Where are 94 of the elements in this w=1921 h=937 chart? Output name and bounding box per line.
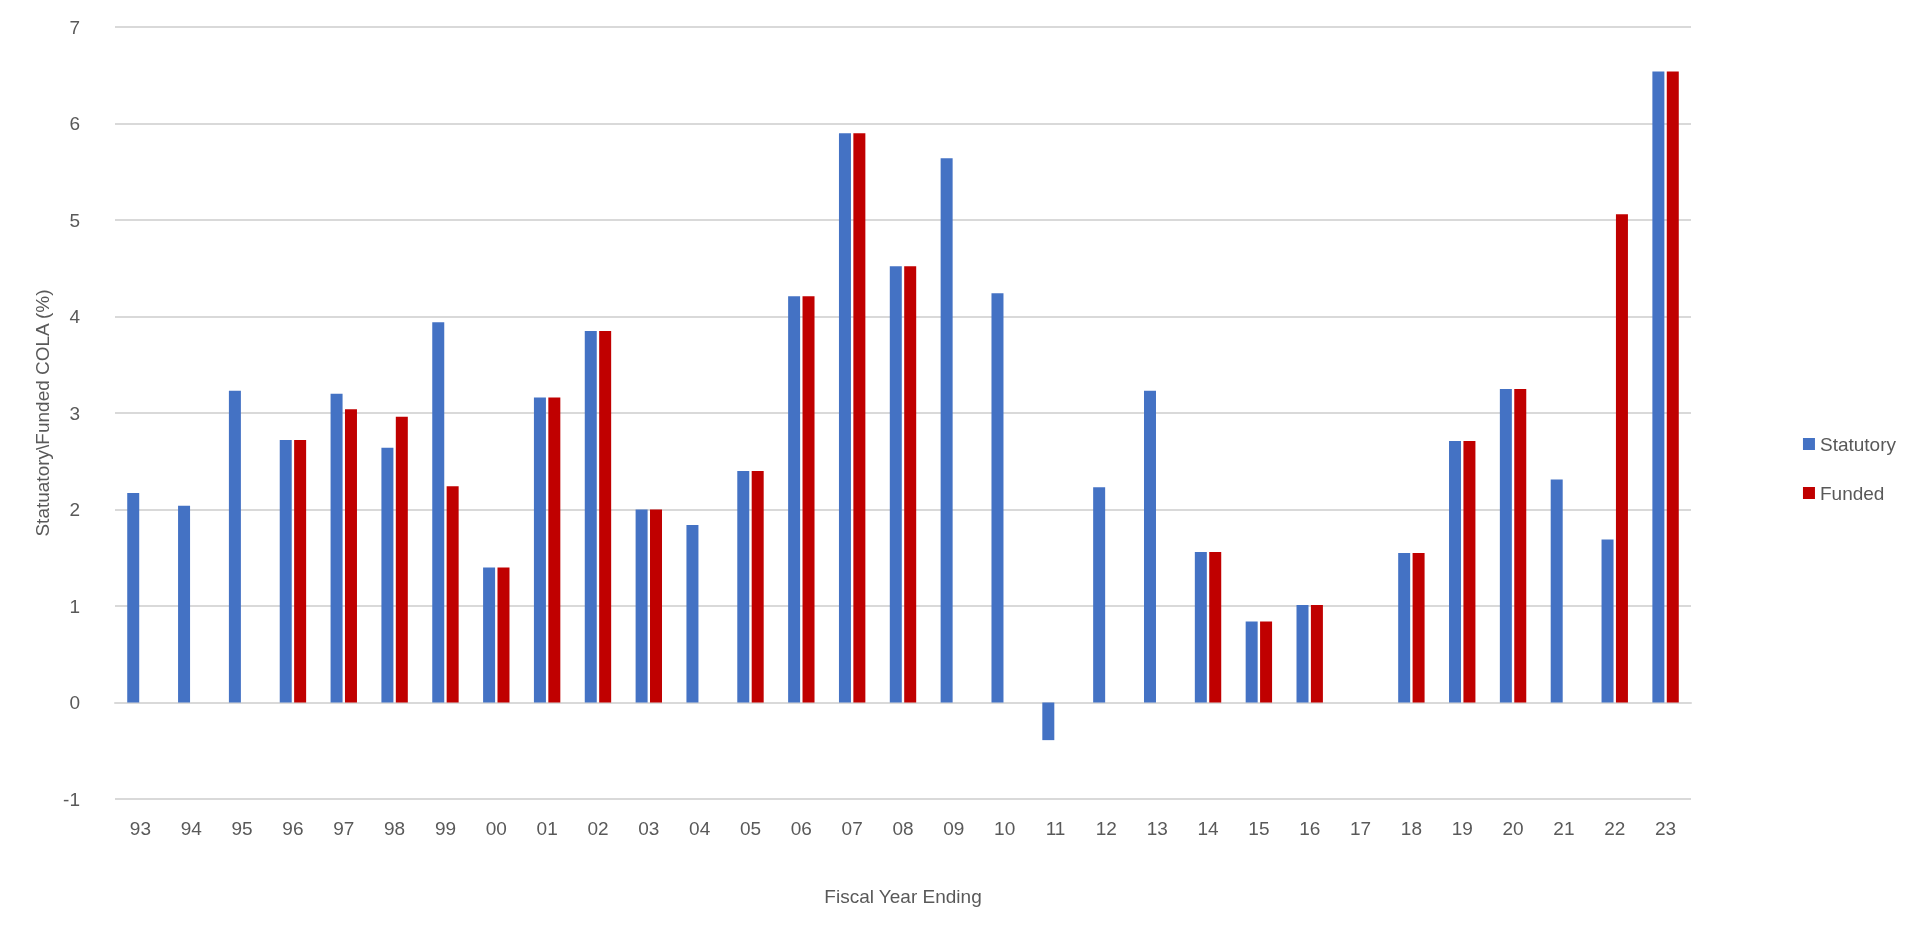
- bar: [1550, 479, 1563, 703]
- bar: [381, 447, 394, 703]
- bar: [686, 524, 699, 703]
- bar: [751, 470, 764, 703]
- x-tick-label: 21: [1553, 818, 1575, 839]
- x-tick-label: 09: [943, 818, 965, 839]
- bar: [344, 409, 357, 703]
- bar: [1449, 440, 1462, 703]
- x-tick-label: 16: [1299, 818, 1321, 839]
- bar: [1412, 552, 1425, 703]
- x-tick-label: 00: [485, 818, 507, 839]
- y-tick-label: -1: [63, 788, 80, 810]
- bar: [737, 470, 750, 703]
- y-tick-label: 1: [69, 595, 80, 617]
- bar: [533, 397, 546, 703]
- y-axis-title: Statuatory\Funded COLA (%): [32, 289, 54, 537]
- x-tick-label: 23: [1655, 818, 1677, 839]
- x-tick-label: 19: [1451, 818, 1473, 839]
- x-tick-label: 15: [1248, 818, 1270, 839]
- bar: [991, 293, 1004, 703]
- bar: [432, 322, 445, 703]
- x-tick-label: 05: [739, 818, 762, 839]
- y-tick-label: 3: [69, 402, 80, 424]
- x-tick-label: 18: [1400, 818, 1422, 839]
- bar: [1652, 71, 1665, 703]
- x-tick-label: 01: [536, 818, 558, 839]
- x-tick-label: 96: [282, 818, 304, 839]
- bar: [548, 397, 561, 703]
- bar: [1245, 621, 1258, 703]
- bar: [1042, 702, 1055, 741]
- bar: [599, 330, 612, 703]
- x-tick-label: 03: [638, 818, 660, 839]
- bar: [1514, 388, 1527, 703]
- x-tick-label: 06: [790, 818, 812, 839]
- bar: [584, 330, 597, 703]
- x-tick-label: 11: [1045, 818, 1066, 839]
- bar: [838, 133, 851, 703]
- x-tick-label: 22: [1604, 818, 1626, 839]
- x-tick-label: 94: [180, 818, 203, 839]
- x-tick-label: 98: [384, 818, 406, 839]
- x-tick-label: 02: [587, 818, 609, 839]
- bar: [853, 133, 866, 703]
- x-tick-label: 14: [1197, 818, 1220, 839]
- bar: [330, 393, 343, 703]
- bar: [889, 266, 902, 703]
- bar: [497, 567, 510, 703]
- y-tick-label: 0: [69, 692, 80, 713]
- bar: [279, 440, 292, 703]
- y-tick-label: 5: [69, 209, 80, 231]
- y-tick-label: 4: [69, 306, 81, 327]
- bar: [1398, 552, 1411, 703]
- x-tick-label: 13: [1146, 818, 1168, 839]
- bar: [483, 567, 496, 703]
- x-tick-label: 99: [434, 818, 457, 839]
- legend-label: Statutory: [1819, 433, 1897, 455]
- bar: [1260, 621, 1273, 703]
- bar: [635, 509, 648, 703]
- x-tick-label: 08: [892, 818, 914, 839]
- bar: [178, 505, 191, 703]
- x-tick-label: 17: [1349, 818, 1372, 839]
- x-tick-label: 07: [841, 818, 863, 839]
- bar: [1463, 440, 1476, 703]
- bar: [228, 390, 241, 703]
- bar: [1093, 487, 1106, 703]
- x-tick-label: 12: [1095, 818, 1117, 839]
- x-axis-title: Fiscal Year Ending: [824, 886, 982, 907]
- bar: [395, 416, 408, 703]
- bar: [940, 158, 953, 703]
- x-tick-label: 95: [231, 818, 253, 839]
- x-tick-label: 10: [994, 818, 1016, 839]
- bar: [446, 486, 459, 703]
- bar: [127, 493, 140, 703]
- bar: [904, 266, 917, 703]
- bar: [1296, 605, 1309, 703]
- bar: [1615, 214, 1628, 703]
- bar: [1666, 71, 1679, 703]
- bar: [1143, 390, 1156, 703]
- bar: [650, 509, 663, 703]
- x-tick-label: 97: [333, 818, 355, 839]
- y-tick-label: 2: [69, 499, 80, 520]
- y-tick-label: 7: [69, 16, 80, 38]
- y-tick-label: 6: [69, 113, 80, 134]
- x-tick-label: 93: [129, 818, 151, 839]
- bar: [294, 440, 307, 703]
- x-tick-label: 20: [1502, 818, 1524, 839]
- bar: [1310, 605, 1323, 703]
- bar: [1601, 539, 1614, 703]
- bar: [1499, 388, 1512, 703]
- bar: [802, 296, 815, 703]
- legend-label: Funded: [1819, 482, 1885, 504]
- bar: [788, 296, 801, 703]
- x-tick-label: 04: [689, 818, 711, 839]
- bar: [1209, 551, 1222, 703]
- bar: [1194, 551, 1207, 703]
